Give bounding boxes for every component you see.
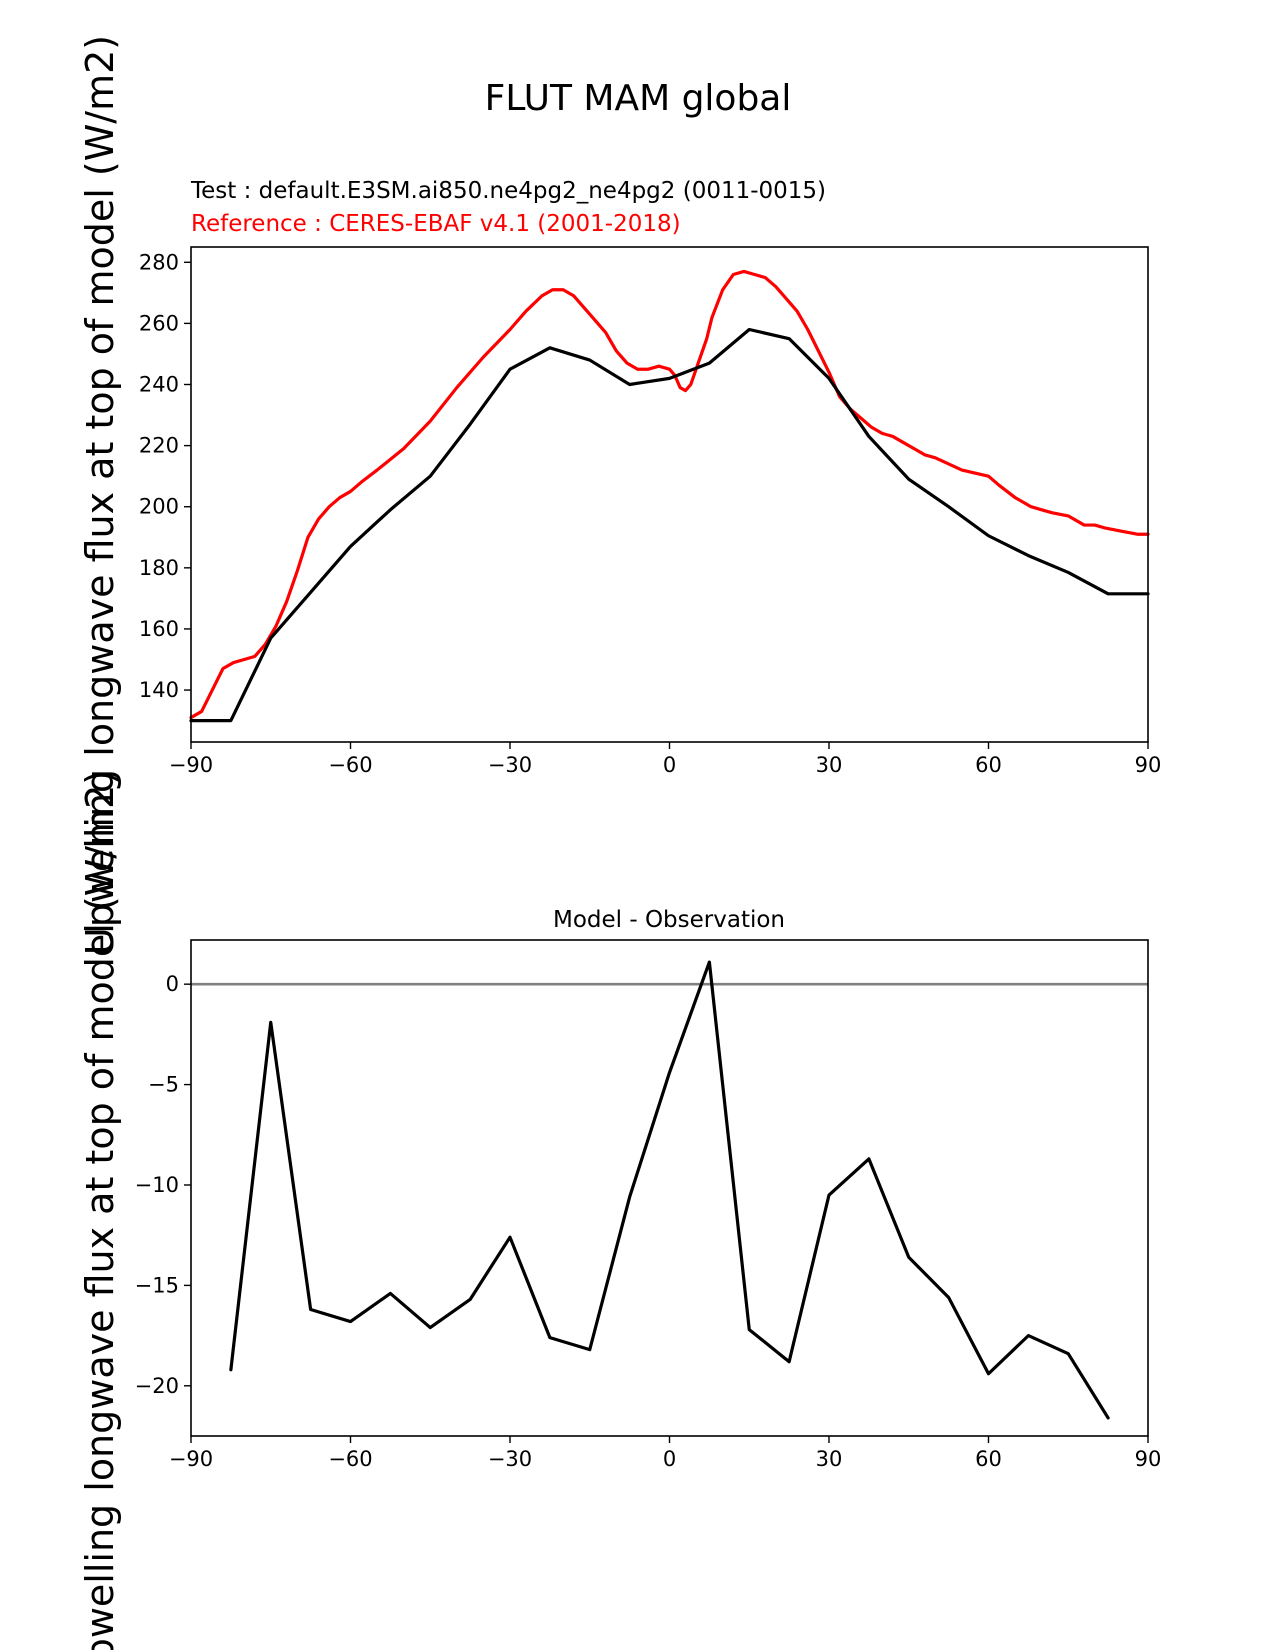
y-tick-label: 160 xyxy=(139,617,179,641)
x-tick-label: −90 xyxy=(169,753,213,777)
series-line-reference xyxy=(189,269,1150,720)
series-line-difference xyxy=(229,960,1110,1420)
x-tick-label: −90 xyxy=(169,1447,213,1471)
y-tick-label: −5 xyxy=(148,1073,179,1097)
difference-title: Model - Observation xyxy=(553,907,785,933)
x-tick-label: 0 xyxy=(663,753,676,777)
y-tick-label: −10 xyxy=(135,1173,179,1197)
x-tick-label: 30 xyxy=(816,753,843,777)
y-tick-label: 140 xyxy=(139,678,179,702)
y-tick-label: 0 xyxy=(166,972,179,996)
x-tick-label: 60 xyxy=(975,1447,1002,1471)
y-tick-label: 280 xyxy=(139,250,179,274)
y-tick-label: −15 xyxy=(135,1273,179,1297)
reference-label: Reference : CERES-EBAF v4.1 (2001-2018) xyxy=(191,211,681,237)
y-tick-label: 240 xyxy=(139,373,179,397)
y-tick-label: 220 xyxy=(139,434,179,458)
top-y-axis-label: Upwelling longwave flux at top of model … xyxy=(78,35,122,955)
x-tick-label: 90 xyxy=(1135,1447,1162,1471)
bottom-y-axis-label: Upwelling longwave flux at top of model … xyxy=(78,770,122,1650)
y-tick-label: 200 xyxy=(139,495,179,519)
y-tick-label: 180 xyxy=(139,556,179,580)
x-tick-label: −60 xyxy=(328,753,372,777)
x-tick-label: 30 xyxy=(816,1447,843,1471)
top-plot-frame xyxy=(190,246,1149,743)
series-line-test xyxy=(189,327,1150,723)
figure-title: FLUT MAM global xyxy=(485,78,792,119)
x-tick-label: −30 xyxy=(488,753,532,777)
bottom-plot-frame xyxy=(190,939,1149,1437)
x-tick-label: 60 xyxy=(975,753,1002,777)
bottom-panel: Model - Observation −90 −60 −30 0 30 60 90 0 −5 −… xyxy=(78,770,1161,1650)
top-panel: Test : default.E3SM.ai850.ne4pg2_ne4pg2 … xyxy=(78,35,1161,955)
x-tick-label: −30 xyxy=(488,1447,532,1471)
y-tick-label: 260 xyxy=(139,311,179,335)
x-tick-label: −60 xyxy=(328,1447,372,1471)
x-tick-label: 90 xyxy=(1135,753,1162,777)
y-tick-label: −20 xyxy=(135,1374,179,1398)
test-label: Test : default.E3SM.ai850.ne4pg2_ne4pg2 … xyxy=(190,178,826,204)
x-tick-label: 0 xyxy=(663,1447,676,1471)
